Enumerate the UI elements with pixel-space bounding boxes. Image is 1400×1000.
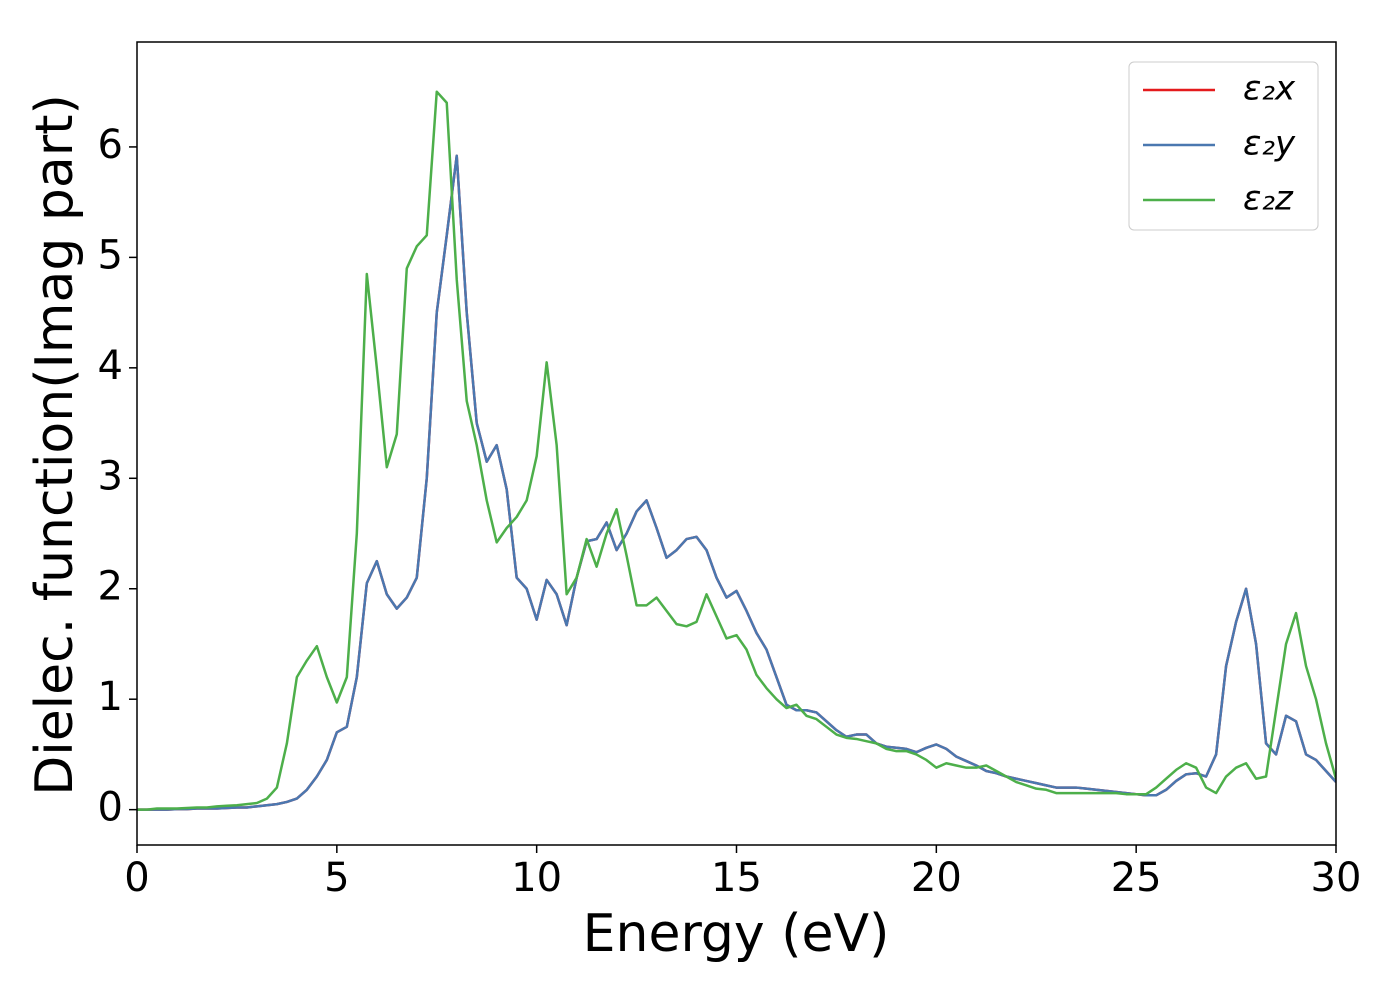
y-tick-label: 2 (98, 564, 123, 610)
data-line (137, 90, 1336, 811)
x-axis-label: Energy (eV) (583, 904, 890, 964)
legend-label: ε₂x (1243, 69, 1296, 109)
y-tick-label: 3 (98, 453, 123, 499)
y-tick-label: 4 (98, 343, 123, 389)
x-tick-label: 30 (1311, 855, 1362, 901)
x-tick-label: 10 (511, 855, 562, 901)
legend-box (1128, 61, 1319, 231)
x-tick-label: 20 (911, 855, 962, 901)
legend-label: ε₂z (1243, 179, 1294, 219)
y-tick-label: 6 (98, 122, 123, 168)
x-tick-label: 15 (711, 855, 762, 901)
y-tick-label: 1 (98, 674, 123, 720)
data-line (137, 154, 1336, 811)
legend-label: ε₂y (1243, 124, 1296, 164)
y-tick-label: 0 (98, 785, 123, 831)
x-tick-label: 0 (124, 855, 149, 901)
data-line (137, 154, 1336, 811)
plot-frame (136, 41, 1337, 846)
x-tick-label: 5 (324, 855, 349, 901)
y-axis-label: Dielec. function(Imag part) (25, 94, 85, 796)
y-tick-label: 5 (98, 232, 123, 278)
x-tick-label: 25 (1111, 855, 1162, 901)
